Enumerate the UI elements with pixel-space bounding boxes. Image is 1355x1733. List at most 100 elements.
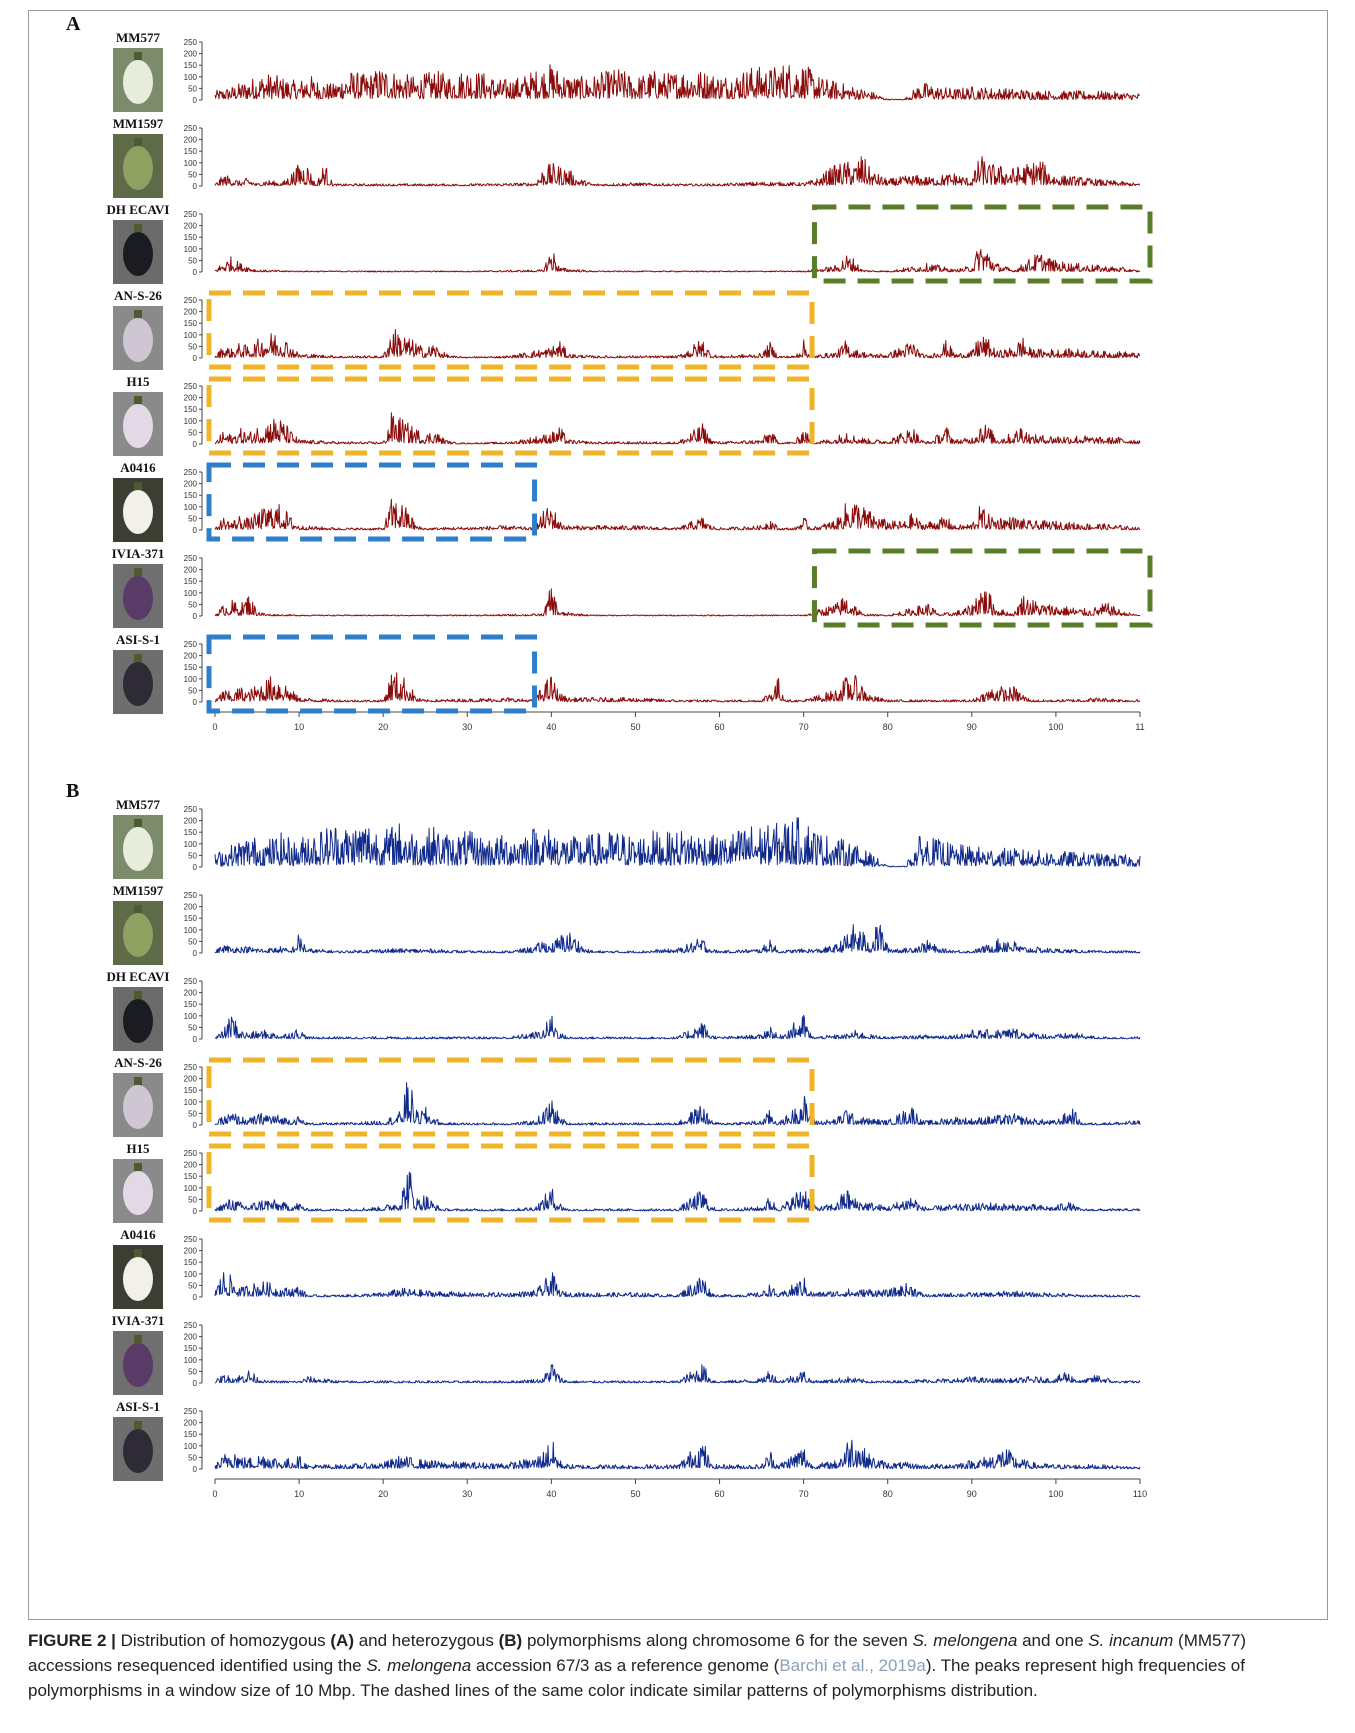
thumbnail-stem xyxy=(134,224,142,232)
fruit-photo-round-white-icon xyxy=(113,815,163,879)
caption-label: FIGURE 2 | xyxy=(28,1631,116,1650)
y-tick-label: 200 xyxy=(184,394,198,403)
accession-label: A0416 xyxy=(120,1227,156,1242)
y-tick-label: 0 xyxy=(193,526,198,535)
y-tick-label: 150 xyxy=(184,61,198,70)
series-line xyxy=(214,329,1141,359)
y-tick-label: 100 xyxy=(184,926,198,935)
caption-species-3: S. melongena xyxy=(366,1656,472,1675)
thumbnail-fruit xyxy=(123,999,153,1043)
y-tick-label: 200 xyxy=(184,903,198,912)
accession-label: IVIA-371 xyxy=(112,546,165,561)
y-tick-label: 150 xyxy=(184,1172,198,1181)
y-tick-label: 50 xyxy=(188,514,197,523)
series-line xyxy=(214,498,1141,531)
caption-panel-a: (A) xyxy=(330,1631,354,1650)
y-tick-label: 0 xyxy=(193,698,198,707)
row-h15: H15 0 50 100 150 200 250 xyxy=(113,374,1141,456)
x-tick-label: 40 xyxy=(546,722,556,732)
panel-label-a: A xyxy=(66,13,81,35)
row-mm1597: MM1597 0 50 100 150 200 250 xyxy=(113,116,1141,198)
series-line xyxy=(214,924,1141,954)
caption-panel-b: (B) xyxy=(498,1631,523,1650)
accession-label: ASI-S-1 xyxy=(116,632,160,647)
caption-species-1: S. melongena xyxy=(912,1631,1018,1650)
y-tick-label: 200 xyxy=(184,222,198,231)
y-tick-label: 250 xyxy=(184,210,198,219)
y-tick-label: 150 xyxy=(184,147,198,156)
y-tick-label: 0 xyxy=(193,96,198,105)
y-tick-label: 200 xyxy=(184,1075,198,1084)
accession-label: MM1597 xyxy=(113,883,164,898)
x-tick-label: 10 xyxy=(294,1489,304,1499)
series-line xyxy=(214,1014,1141,1040)
thumbnail-fruit xyxy=(123,662,153,706)
fruit-photo-violet-icon xyxy=(113,564,163,628)
panel-b: BMM577050100150200250MM15970501001502002… xyxy=(66,780,1147,1499)
fruit-photo-white-sliced-icon xyxy=(113,478,163,542)
thumbnail-stem xyxy=(134,396,142,404)
y-tick-label: 250 xyxy=(184,382,198,391)
y-tick-label: 150 xyxy=(184,1258,198,1267)
x-tick-label: 11 xyxy=(1135,722,1144,732)
y-tick-label: 250 xyxy=(184,640,198,649)
y-tick-label: 50 xyxy=(188,256,197,265)
fruit-photo-round-purple-icon xyxy=(113,392,163,456)
caption-reference-link[interactable]: Barchi et al., 2019a xyxy=(779,1656,926,1675)
y-tick-label: 250 xyxy=(184,468,198,477)
y-tick-label: 0 xyxy=(193,182,198,191)
y-tick-label: 50 xyxy=(188,1367,197,1376)
dashed-box-blue xyxy=(206,462,538,542)
y-tick-label: 100 xyxy=(184,589,198,598)
caption-species-2: S. incanum xyxy=(1088,1631,1174,1650)
thumbnail-stem xyxy=(134,1077,142,1085)
thumbnail-fruit xyxy=(123,232,153,276)
row-a0416: A0416 0 50 100 150 200 250 xyxy=(113,460,1141,542)
x-tick-label: 100 xyxy=(1048,1489,1063,1499)
caption-text-1: Distribution of homozygous xyxy=(115,1631,331,1650)
x-tick-label: 0 xyxy=(212,1489,217,1499)
accession-label: DH ECAVI xyxy=(107,202,170,217)
dashed-box-orange xyxy=(206,1057,815,1137)
y-tick-label: 200 xyxy=(184,989,198,998)
dashed-box-green xyxy=(811,548,1153,628)
thumbnail-fruit xyxy=(123,1257,153,1301)
fruit-photo-purple-leaf-icon xyxy=(113,1417,163,1481)
y-tick-label: 50 xyxy=(188,600,197,609)
row-mm1597: MM1597 0 50 100 150 200 250 xyxy=(113,883,1141,965)
x-tick-label: 110 xyxy=(1133,1489,1147,1499)
thumbnail-fruit xyxy=(123,913,153,957)
y-tick-label: 250 xyxy=(184,554,198,563)
y-tick-label: 0 xyxy=(193,1035,198,1044)
y-tick-label: 50 xyxy=(188,937,197,946)
y-tick-label: 250 xyxy=(184,805,198,814)
row-an-s-26: AN-S-26 0 50 100 150 200 250 xyxy=(113,288,1141,370)
row-asi-s-1: ASI-S-1 0 50 100 150 200 250 xyxy=(113,1399,1141,1481)
y-tick-label: 100 xyxy=(184,840,198,849)
figure-frame xyxy=(28,10,1328,1620)
y-tick-label: 50 xyxy=(188,170,197,179)
y-tick-label: 50 xyxy=(188,84,197,93)
accession-label: MM577 xyxy=(116,797,161,812)
y-tick-label: 50 xyxy=(188,1453,197,1462)
caption-text-4: and one xyxy=(1017,1631,1089,1650)
accession-label: H15 xyxy=(126,374,150,389)
y-tick-label: 50 xyxy=(188,1023,197,1032)
thumbnail-fruit xyxy=(123,1429,153,1473)
y-tick-label: 0 xyxy=(193,440,198,449)
y-tick-label: 0 xyxy=(193,268,198,277)
y-tick-label: 100 xyxy=(184,503,198,512)
accession-label: MM1597 xyxy=(113,116,164,131)
y-tick-label: 100 xyxy=(184,1356,198,1365)
y-tick-label: 150 xyxy=(184,828,198,837)
caption-text-5: (MM577) accessions resequenced identifie… xyxy=(28,1631,1247,1675)
caption-text-7: ). The peaks represent high frequencies … xyxy=(28,1656,1245,1700)
dashed-box-orange xyxy=(206,376,815,456)
y-tick-label: 100 xyxy=(184,159,198,168)
y-tick-label: 100 xyxy=(184,675,198,684)
row-dh-ecavi: DH ECAVI 0 50 100 150 200 250 xyxy=(107,969,1141,1051)
y-tick-label: 50 xyxy=(188,1281,197,1290)
y-tick-label: 100 xyxy=(184,1442,198,1451)
y-tick-label: 150 xyxy=(184,914,198,923)
row-asi-s-1: ASI-S-1 0 50 100 150 200 250 xyxy=(113,632,1141,714)
